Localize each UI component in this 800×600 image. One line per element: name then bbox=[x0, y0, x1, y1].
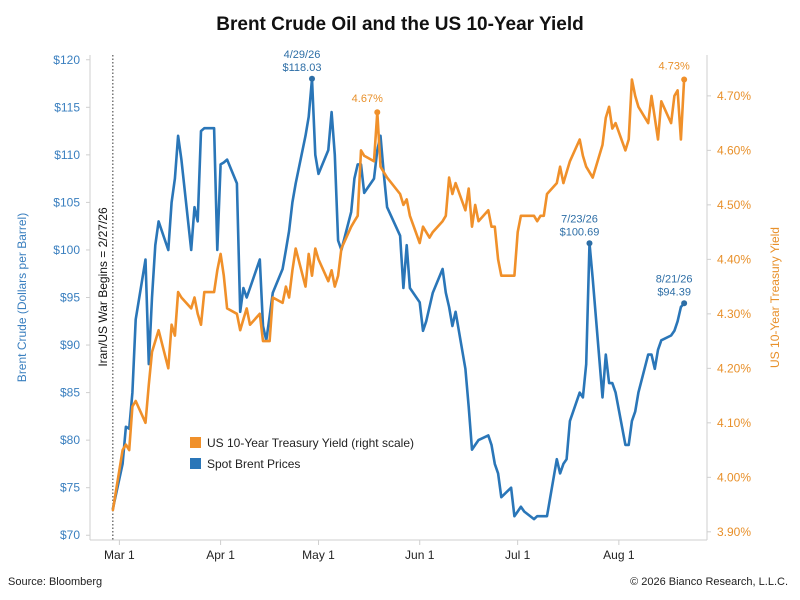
brent-series-line bbox=[111, 77, 686, 521]
left-tick-label: $95 bbox=[60, 291, 80, 305]
copyright-text: © 2026 Bianco Research, L.L.C. bbox=[630, 576, 788, 588]
axes-layer: $70 $75 $80 $85 $90 $95 $100 $105 $110 $115 $120 3.… bbox=[15, 53, 782, 562]
yield-annotation-marker bbox=[681, 76, 688, 83]
yield-series-line bbox=[111, 78, 686, 512]
left-tick-label: $105 bbox=[53, 195, 80, 209]
left-tick-label: $75 bbox=[60, 481, 80, 495]
annotation-value: 4.73% bbox=[659, 61, 690, 73]
annotation-value: $100.69 bbox=[560, 226, 600, 238]
right-tick-label: 3.90% bbox=[717, 525, 751, 539]
right-tick-label: 4.40% bbox=[717, 252, 751, 266]
yield-annotation-marker bbox=[374, 109, 381, 116]
annotation-date: 4/29/26 bbox=[284, 49, 321, 61]
left-axis-title: Brent Crude (Dollars per Barrel) bbox=[15, 213, 29, 382]
annotation-date: 8/21/26 bbox=[656, 273, 693, 285]
annotation-date: 7/23/26 bbox=[561, 213, 598, 225]
right-tick-label: 4.00% bbox=[717, 470, 751, 484]
x-tick-label: May 1 bbox=[302, 548, 335, 562]
right-axis-title: US 10-Year Treasury Yield bbox=[768, 227, 782, 368]
left-tick-label: $110 bbox=[54, 148, 80, 162]
right-tick-label: 4.50% bbox=[717, 198, 751, 212]
left-tick-label: $85 bbox=[60, 386, 80, 400]
right-tick-label: 4.70% bbox=[717, 89, 751, 103]
left-tick-label: $100 bbox=[53, 243, 80, 257]
chart-title: Brent Crude Oil and the US 10-Year Yield bbox=[216, 14, 584, 35]
annotation-value: 4.67% bbox=[352, 93, 383, 105]
right-tick-label: 4.30% bbox=[717, 307, 751, 321]
brent-annotation-marker bbox=[586, 240, 593, 247]
event-label: Iran/US War Begins = 2/27/26 bbox=[96, 207, 110, 367]
legend: US 10-Year Treasury Yield (right scale) S… bbox=[190, 436, 414, 471]
left-tick-label: $70 bbox=[60, 528, 80, 542]
right-tick-label: 4.10% bbox=[717, 416, 751, 430]
left-tick-label: $115 bbox=[54, 100, 80, 114]
lines-layer bbox=[111, 77, 686, 521]
brent-annotation-marker bbox=[681, 300, 688, 307]
right-tick-label: 4.20% bbox=[717, 361, 751, 375]
annotation-value: $94.39 bbox=[657, 286, 691, 298]
x-tick-label: Jul 1 bbox=[505, 548, 531, 562]
x-tick-label: Mar 1 bbox=[104, 548, 135, 562]
right-tick-label: 4.60% bbox=[717, 143, 751, 157]
annotations-layer: 4/29/26$118.03 4.67% 7/23/26$100.69 8/21/26… bbox=[283, 49, 693, 307]
left-tick-label: $90 bbox=[60, 338, 80, 352]
legend-label-brent: Spot Brent Prices bbox=[207, 457, 300, 471]
legend-swatch-brent bbox=[190, 458, 201, 469]
x-tick-label: Aug 1 bbox=[603, 548, 635, 562]
x-tick-label: Apr 1 bbox=[206, 548, 235, 562]
annotation-value: $118.03 bbox=[283, 62, 322, 74]
brent-annotation-marker bbox=[308, 75, 315, 82]
left-tick-label: $80 bbox=[60, 433, 80, 447]
source-text: Source: Bloomberg bbox=[8, 576, 103, 588]
left-tick-label: $120 bbox=[53, 53, 80, 67]
legend-swatch-yield bbox=[190, 437, 201, 448]
legend-label-yield: US 10-Year Treasury Yield (right scale) bbox=[207, 436, 414, 450]
x-tick-label: Jun 1 bbox=[405, 548, 435, 562]
